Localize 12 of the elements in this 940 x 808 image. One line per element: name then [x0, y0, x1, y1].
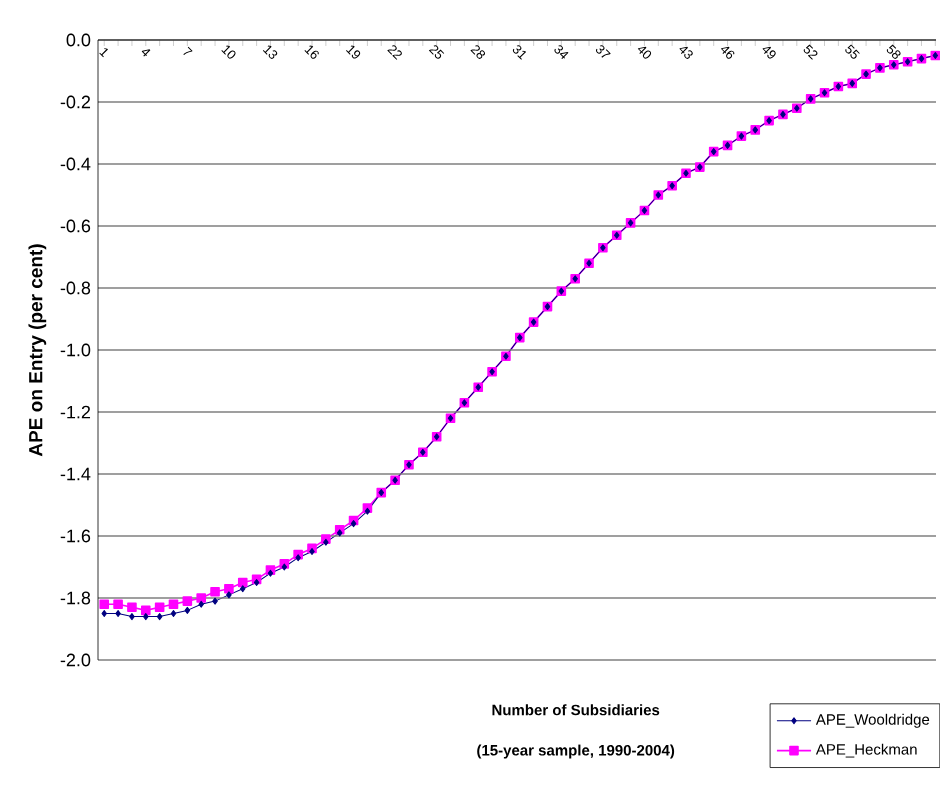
y-tick-label: -1.2 — [60, 405, 91, 419]
y-tick-label: -0.2 — [60, 95, 91, 109]
y-tick-label: -1.8 — [60, 591, 91, 605]
y-tick-label: -1.0 — [60, 343, 91, 357]
y-tick-label: -1.6 — [60, 529, 91, 543]
y-axis-title: APE on Entry (per cent) — [28, 244, 47, 457]
y-tick-label: -2.0 — [60, 653, 91, 667]
y-tick-label: -0.8 — [60, 281, 91, 295]
y-tick-label: -0.6 — [60, 219, 91, 233]
y-tick-label: -1.4 — [60, 467, 91, 481]
y-tick-label: -0.4 — [60, 157, 91, 171]
y-tick-label: 0.0 — [66, 33, 91, 47]
